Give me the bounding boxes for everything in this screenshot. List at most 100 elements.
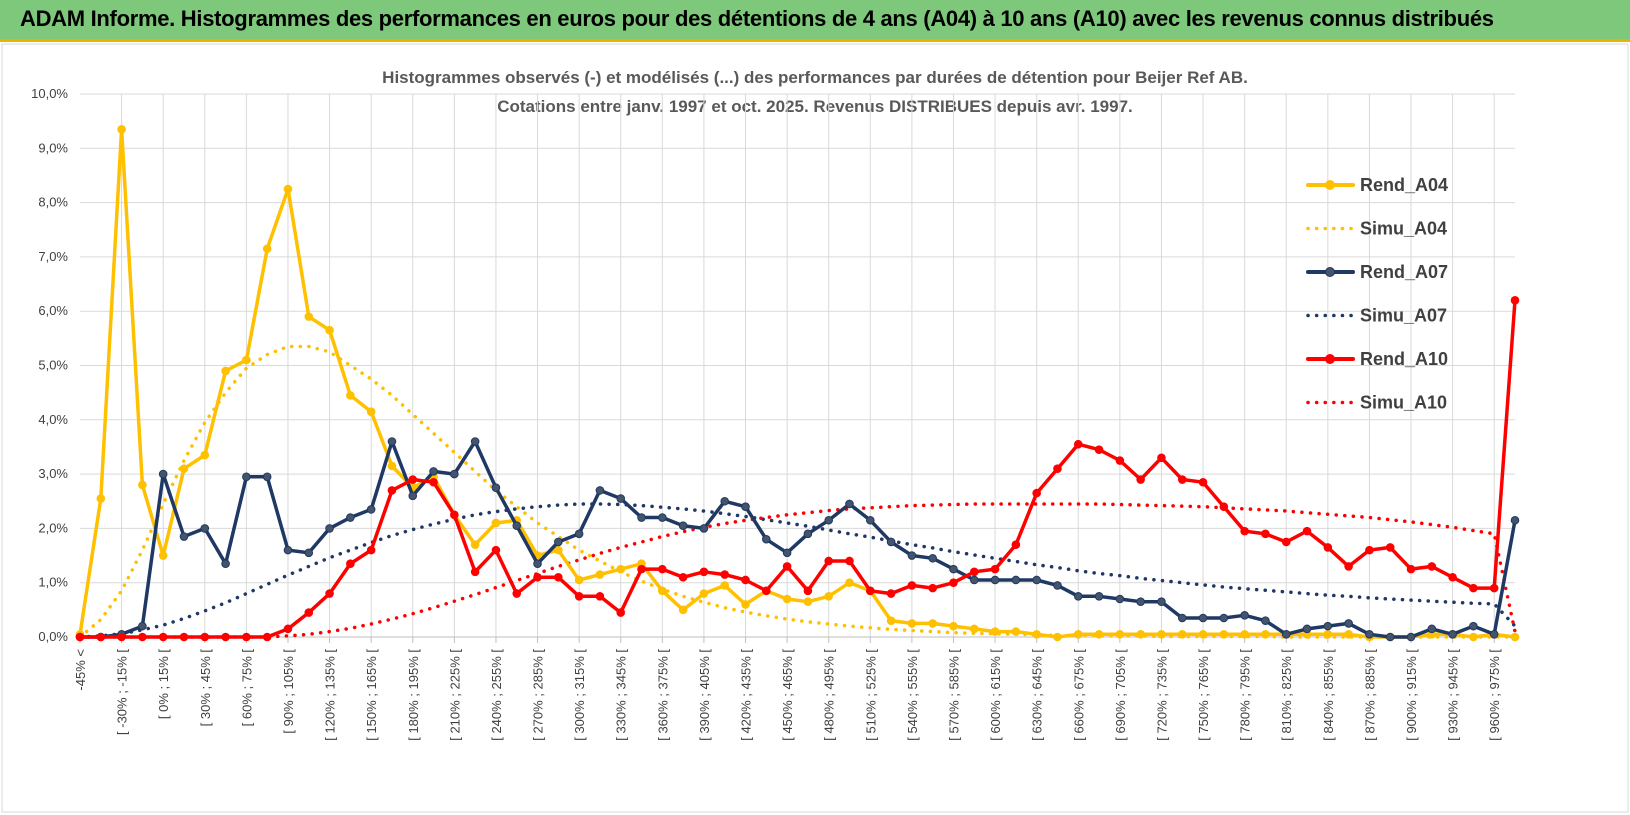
point-rend-a07 (845, 499, 854, 509)
point-rend-a07 (346, 513, 355, 522)
legend-label: Simu_A10 (1360, 393, 1447, 413)
point-rend-a10 (1510, 296, 1520, 305)
point-rend-a07 (491, 483, 501, 492)
point-rend-a07 (658, 513, 667, 522)
point-rend-a07 (574, 529, 584, 539)
point-rend-a04 (262, 244, 272, 254)
point-rend-a04 (1261, 629, 1270, 639)
point-rend-a10 (1240, 526, 1249, 536)
x-tick-label: [ 750% ; 765% [ (1196, 649, 1211, 741)
point-rend-a04 (678, 605, 688, 615)
y-tick-label: 9,0% (38, 140, 68, 155)
point-rend-a07 (470, 437, 480, 446)
point-rend-a07 (200, 524, 210, 533)
point-rend-a10 (678, 572, 688, 582)
x-tick-label: [ 810% ; 825% [ (1279, 649, 1294, 741)
point-rend-a10 (1219, 502, 1229, 511)
x-tick-label: [ 900% ; 915% [ (1404, 649, 1419, 741)
point-rend-a07 (1032, 575, 1041, 585)
point-rend-a10 (699, 567, 709, 577)
point-rend-a04 (990, 627, 1000, 636)
point-rend-a10 (616, 608, 626, 617)
y-tick-label: 1,0% (38, 575, 68, 590)
point-rend-a07 (1011, 575, 1021, 585)
point-rend-a10 (533, 572, 542, 582)
point-rend-a10 (262, 632, 272, 642)
point-rend-a10 (429, 477, 438, 487)
point-rend-a04 (1240, 629, 1249, 639)
x-tick-label: [ 660% ; 675% [ (1071, 649, 1086, 741)
point-rend-a04 (782, 594, 792, 604)
point-rend-a07 (533, 559, 542, 568)
y-tick-label: 3,0% (38, 466, 68, 481)
point-rend-a10 (1385, 543, 1395, 552)
point-rend-a10 (1157, 453, 1166, 463)
point-rend-a04 (96, 494, 106, 503)
point-rend-a10 (491, 545, 501, 555)
series-line-rend-a07 (78, 439, 1517, 639)
point-rend-a10 (221, 632, 230, 642)
series-line-rend-a10 (78, 298, 1517, 639)
point-rend-a04 (554, 545, 563, 555)
x-tick-label: [ 300% ; 315% [ (572, 649, 587, 741)
point-rend-a07 (1448, 629, 1457, 639)
point-rend-a07 (1385, 632, 1395, 642)
point-rend-a04 (1323, 629, 1333, 639)
chart-subtitle: Cotations entre janv. 1997 et oct. 2025.… (497, 97, 1133, 116)
point-rend-a07 (242, 472, 251, 482)
series-line-simu-a10 (78, 502, 1517, 639)
point-rend-a10 (595, 591, 605, 601)
y-tick-label: 6,0% (38, 303, 68, 318)
point-rend-a07 (1073, 591, 1083, 601)
point-rend-a10 (1198, 477, 1208, 487)
x-tick-label: [ 150% ; 165% [ (364, 649, 379, 741)
point-rend-a04 (1011, 627, 1021, 636)
point-rend-a04 (616, 564, 626, 574)
point-rend-a10 (158, 632, 168, 642)
point-rend-a04 (242, 355, 251, 365)
point-rend-a07 (1094, 591, 1104, 601)
point-rend-a07 (1489, 629, 1499, 639)
x-tick-label: [ 120% ; 135% [ (323, 649, 338, 741)
point-rend-a10 (658, 564, 667, 574)
point-rend-a10 (96, 632, 106, 642)
point-rend-a10 (720, 570, 730, 579)
x-tick-label: [ 930% ; 945% [ (1446, 649, 1461, 741)
point-rend-a10 (325, 589, 334, 598)
point-rend-a10 (949, 578, 958, 588)
legend: Rend_A04 Simu_A04 Rend_A07 Simu_A07 Rend_A10… (1306, 175, 1448, 413)
x-tick-label: [ 240% ; 255% [ (489, 649, 504, 741)
point-rend-a07 (1469, 621, 1478, 631)
point-rend-a10 (1489, 583, 1499, 593)
point-rend-a07 (824, 515, 833, 525)
point-rend-a04 (699, 589, 709, 598)
point-rend-a04 (491, 518, 501, 528)
series-line-simu-a04 (78, 344, 1517, 639)
point-rend-a04 (117, 124, 126, 134)
point-rend-a04 (741, 600, 750, 609)
point-rend-a04 (366, 407, 376, 416)
point-rend-a07 (928, 553, 937, 563)
x-tick-label: [ 390% ; 405% [ (697, 649, 712, 741)
point-rend-a04 (658, 586, 667, 596)
point-rend-a10 (1261, 529, 1270, 539)
point-rend-a07 (1157, 597, 1166, 607)
point-rend-a07 (969, 575, 979, 585)
point-rend-a10 (1115, 456, 1125, 465)
point-rend-a04 (304, 312, 314, 321)
x-tick-label: [ 450% ; 465% [ (780, 649, 795, 741)
point-rend-a10 (762, 586, 771, 596)
point-rend-a07 (595, 486, 605, 495)
point-rend-a07 (616, 494, 626, 503)
legend-label: Simu_A04 (1360, 219, 1447, 239)
page-title: ADAM Informe. Histogrammes des performan… (20, 6, 1494, 31)
point-rend-a10 (346, 559, 355, 568)
point-rend-a10 (574, 591, 584, 601)
point-rend-a07 (1115, 594, 1125, 604)
point-rend-a10 (75, 632, 85, 642)
point-rend-a07 (138, 621, 147, 631)
point-rend-a07 (1365, 629, 1374, 639)
point-rend-a10 (283, 624, 293, 634)
point-rend-a07 (325, 524, 334, 533)
